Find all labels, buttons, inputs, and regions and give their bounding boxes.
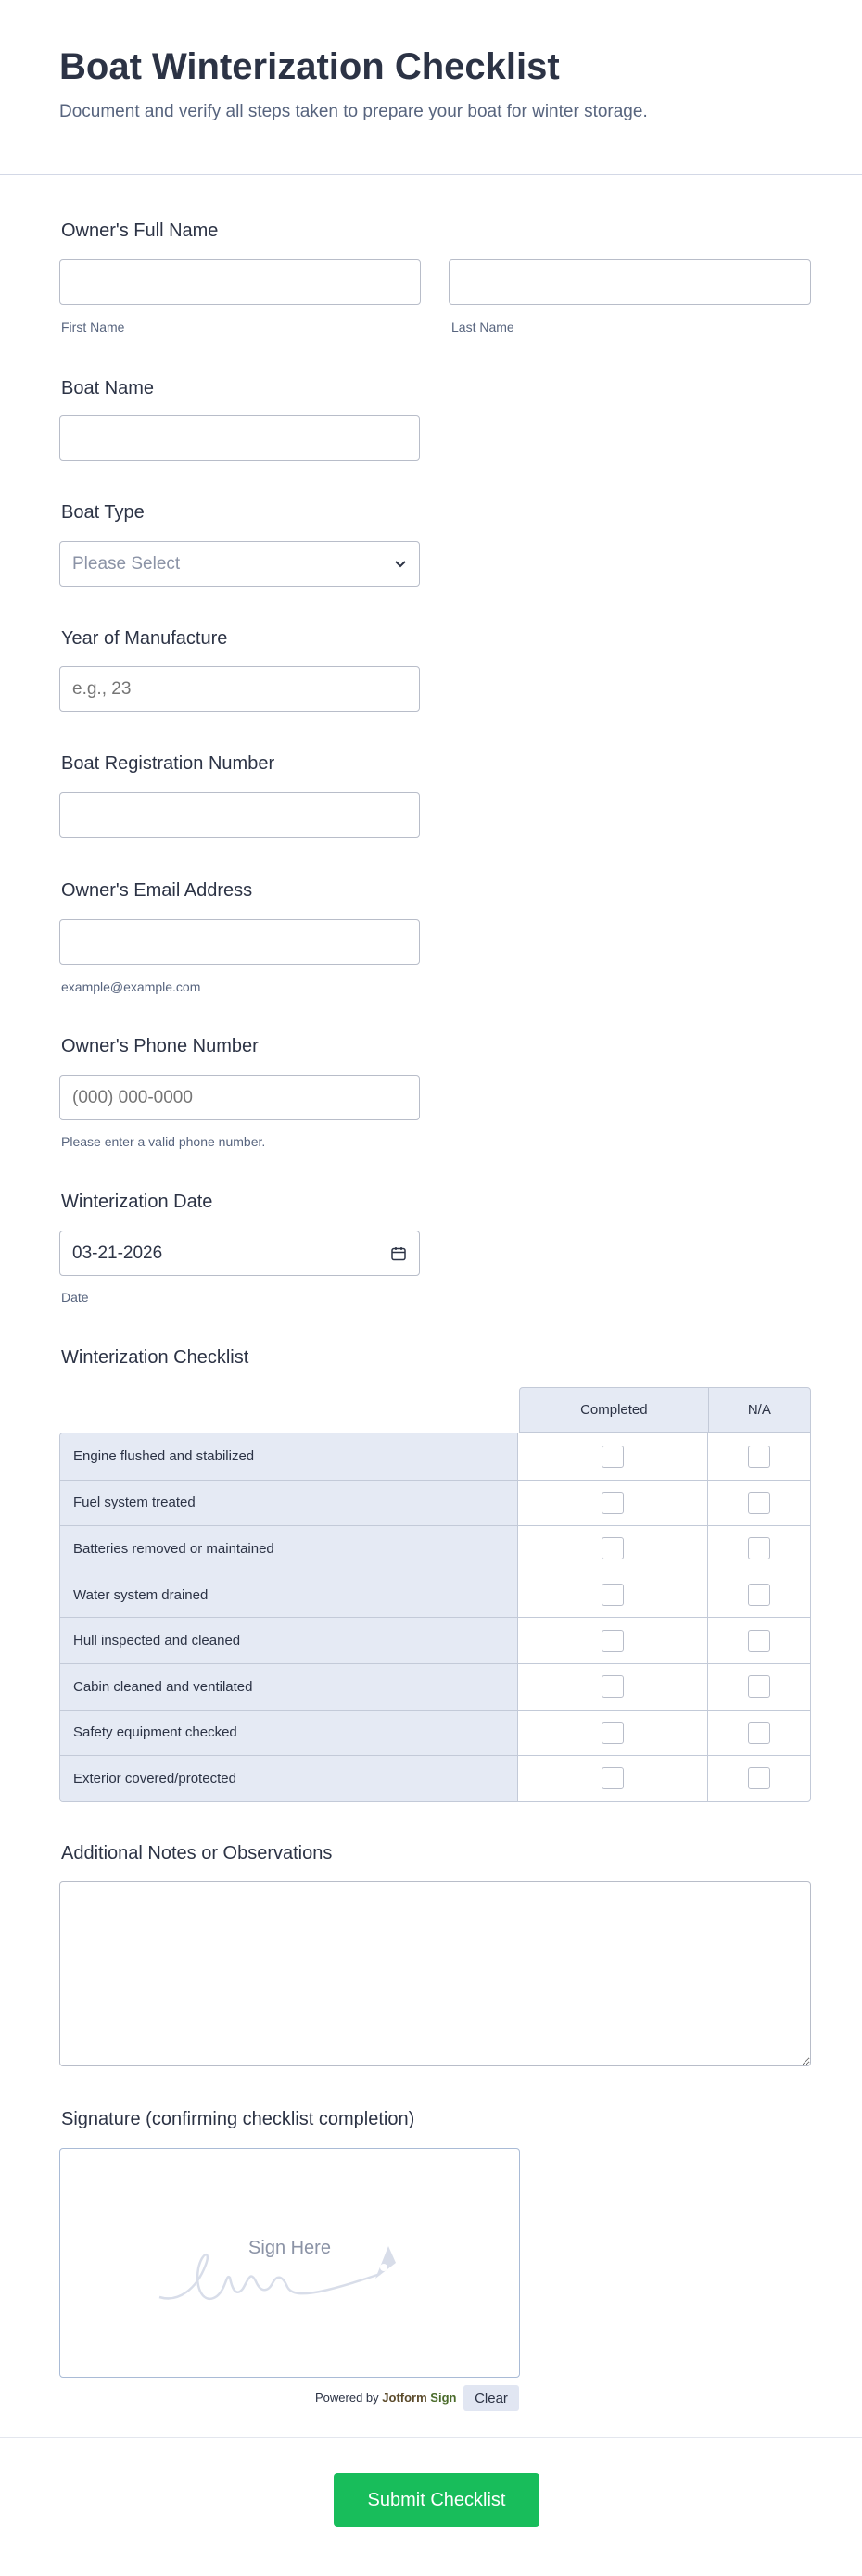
boat-type-select[interactable]: Please Select bbox=[59, 541, 420, 587]
footer-divider bbox=[0, 2437, 862, 2438]
na-cell bbox=[708, 1572, 810, 1618]
boat-type-selected: Please Select bbox=[72, 553, 181, 574]
matrix-row: Batteries removed or maintained bbox=[60, 1525, 810, 1572]
header-divider bbox=[0, 174, 862, 175]
completed-cell bbox=[518, 1618, 709, 1663]
page-subtitle: Document and verify all steps taken to p… bbox=[59, 102, 648, 121]
boat-name-input[interactable] bbox=[59, 415, 420, 461]
completed-cell bbox=[518, 1756, 709, 1801]
completed-checkbox[interactable] bbox=[602, 1445, 625, 1468]
row-label: Batteries removed or maintained bbox=[60, 1526, 519, 1572]
date-input[interactable]: 03-21-2026 bbox=[59, 1231, 420, 1276]
signature-pad[interactable]: Sign Here bbox=[59, 2148, 520, 2378]
submit-button[interactable]: Submit Checklist bbox=[334, 2473, 539, 2527]
clear-signature-button[interactable]: Clear bbox=[463, 2385, 519, 2411]
na-checkbox[interactable] bbox=[748, 1629, 771, 1652]
na-cell bbox=[708, 1756, 810, 1801]
row-label: Water system drained bbox=[60, 1572, 519, 1618]
row-label: Exterior covered/protected bbox=[60, 1756, 519, 1801]
chevron-down-icon bbox=[395, 560, 406, 567]
na-checkbox[interactable] bbox=[748, 1721, 771, 1744]
powered-by: Powered by Jotform Sign bbox=[315, 2391, 456, 2405]
na-checkbox[interactable] bbox=[748, 1445, 771, 1468]
page-title: Boat Winterization Checklist bbox=[59, 46, 560, 87]
na-checkbox[interactable] bbox=[748, 1537, 771, 1560]
signature-label: Signature (confirming checklist completi… bbox=[61, 2109, 415, 2129]
matrix-row: Water system drained bbox=[60, 1571, 810, 1618]
matrix-row: Cabin cleaned and ventilated bbox=[60, 1662, 810, 1710]
column-na: N/A bbox=[747, 1402, 771, 1418]
calendar-icon[interactable] bbox=[390, 1245, 407, 1262]
phone-label: Owner's Phone Number bbox=[61, 1036, 259, 1056]
matrix-rows: Engine flushed and stabilized Fuel syste… bbox=[59, 1433, 811, 1802]
matrix-row: Fuel system treated bbox=[60, 1479, 810, 1526]
sign-here-placeholder: Sign Here bbox=[248, 2238, 331, 2258]
date-sublabel: Date bbox=[61, 1290, 89, 1305]
completed-checkbox[interactable] bbox=[602, 1629, 625, 1652]
row-label: Safety equipment checked bbox=[60, 1710, 519, 1756]
na-checkbox[interactable] bbox=[748, 1767, 771, 1790]
row-label: Cabin cleaned and ventilated bbox=[60, 1663, 519, 1710]
completed-checkbox[interactable] bbox=[602, 1675, 625, 1698]
completed-cell bbox=[518, 1480, 709, 1526]
na-cell bbox=[708, 1664, 810, 1710]
year-label: Year of Manufacture bbox=[61, 628, 228, 649]
first-name-sublabel: First Name bbox=[61, 320, 125, 335]
notes-textarea[interactable] bbox=[59, 1881, 811, 2066]
completed-checkbox[interactable] bbox=[602, 1491, 625, 1514]
sign-brand: Sign bbox=[430, 2391, 457, 2405]
boat-name-label: Boat Name bbox=[61, 378, 155, 398]
row-label: Fuel system treated bbox=[60, 1480, 519, 1526]
matrix-row: Safety equipment checked bbox=[60, 1709, 810, 1756]
na-cell bbox=[708, 1711, 810, 1756]
na-checkbox[interactable] bbox=[748, 1584, 771, 1607]
na-cell bbox=[708, 1481, 810, 1526]
completed-checkbox[interactable] bbox=[602, 1584, 625, 1607]
boat-type-label: Boat Type bbox=[61, 502, 145, 523]
powered-by-text: Powered by bbox=[315, 2391, 379, 2405]
row-label: Hull inspected and cleaned bbox=[60, 1618, 519, 1663]
matrix-header: Completed N/A bbox=[519, 1387, 811, 1433]
na-cell bbox=[708, 1526, 810, 1572]
completed-checkbox[interactable] bbox=[602, 1537, 625, 1560]
na-cell bbox=[708, 1433, 810, 1480]
notes-label: Additional Notes or Observations bbox=[61, 1843, 333, 1863]
na-checkbox[interactable] bbox=[748, 1491, 771, 1514]
completed-checkbox[interactable] bbox=[602, 1767, 625, 1790]
na-checkbox[interactable] bbox=[748, 1675, 771, 1698]
jotform-brand: Jotform bbox=[382, 2391, 427, 2405]
email-input[interactable] bbox=[59, 919, 420, 965]
completed-cell bbox=[518, 1663, 709, 1710]
last-name-input[interactable] bbox=[449, 259, 811, 305]
completed-cell bbox=[518, 1526, 709, 1572]
column-completed: Completed bbox=[520, 1388, 709, 1432]
na-cell bbox=[708, 1618, 810, 1663]
row-label: Engine flushed and stabilized bbox=[60, 1433, 519, 1480]
completed-cell bbox=[518, 1572, 709, 1618]
first-name-input[interactable] bbox=[59, 259, 421, 305]
matrix-row: Exterior covered/protected bbox=[60, 1755, 810, 1801]
matrix-row: Engine flushed and stabilized bbox=[60, 1433, 810, 1480]
email-label: Owner's Email Address bbox=[61, 880, 253, 901]
completed-cell bbox=[518, 1433, 709, 1480]
completed-cell bbox=[518, 1710, 709, 1756]
registration-input[interactable] bbox=[59, 792, 420, 838]
checklist-label: Winterization Checklist bbox=[61, 1347, 249, 1368]
full-name-label: Owner's Full Name bbox=[61, 221, 219, 241]
email-sublabel: example@example.com bbox=[61, 979, 201, 994]
date-value: 03-21-2026 bbox=[72, 1243, 163, 1263]
completed-checkbox[interactable] bbox=[602, 1721, 625, 1744]
signature-scribble-icon bbox=[158, 2246, 396, 2300]
matrix-row: Hull inspected and cleaned bbox=[60, 1617, 810, 1663]
phone-input[interactable] bbox=[59, 1075, 420, 1120]
date-label: Winterization Date bbox=[61, 1192, 213, 1212]
phone-sublabel: Please enter a valid phone number. bbox=[61, 1134, 266, 1149]
year-input[interactable] bbox=[59, 666, 420, 712]
last-name-sublabel: Last Name bbox=[451, 320, 514, 335]
registration-label: Boat Registration Number bbox=[61, 753, 275, 774]
